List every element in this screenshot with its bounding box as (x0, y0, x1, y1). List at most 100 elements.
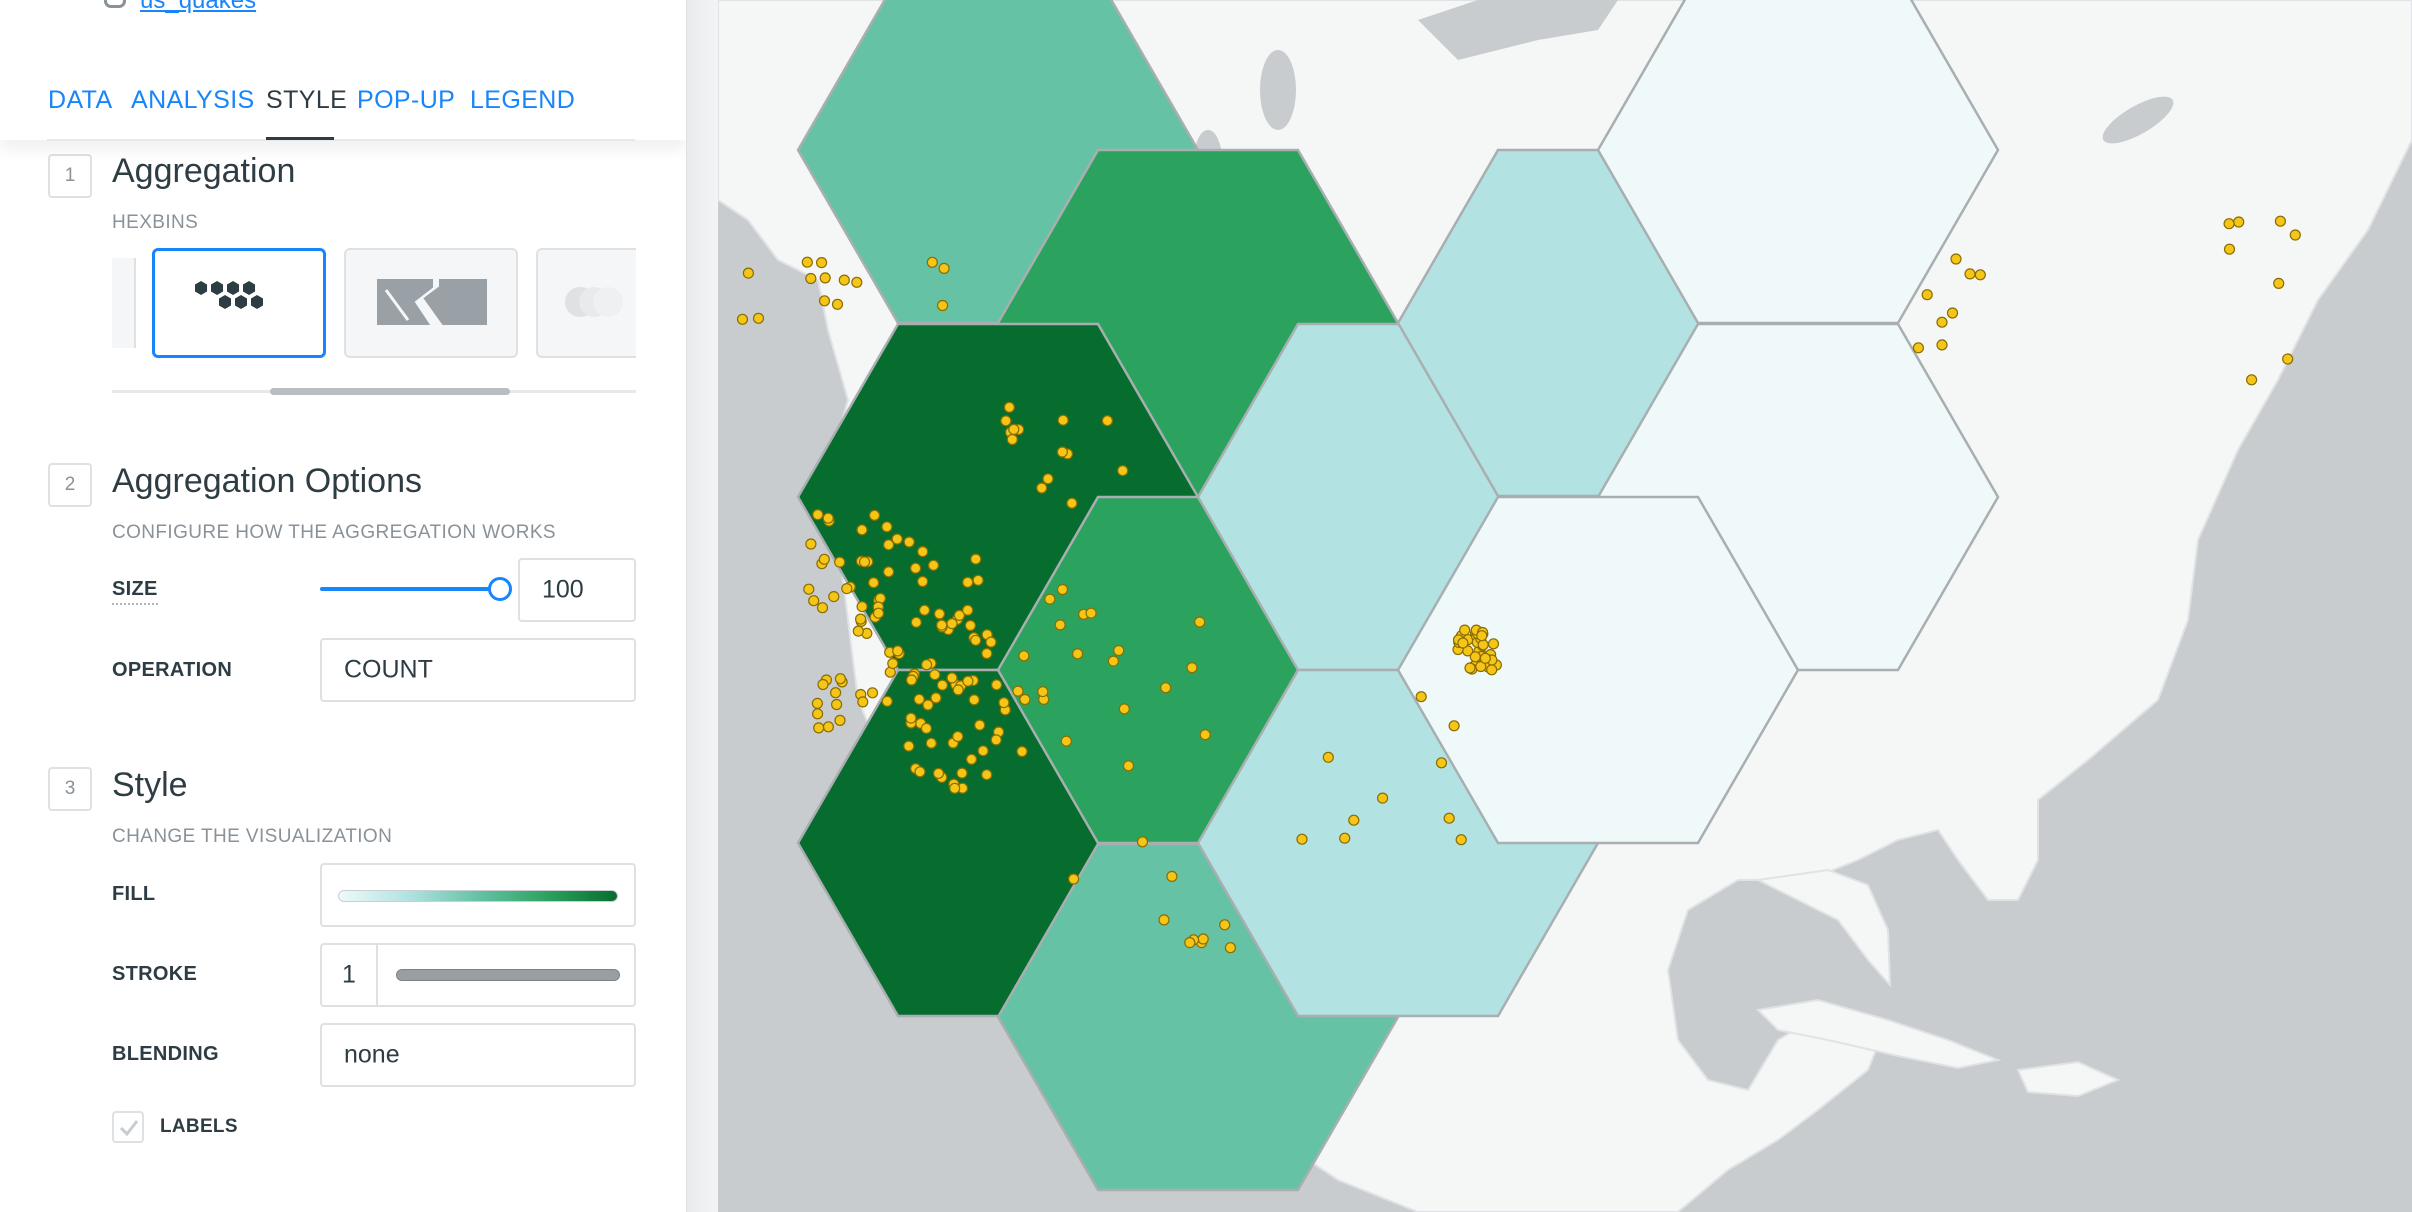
earthquake-point[interactable] (1056, 446, 1068, 458)
earthquake-point[interactable] (736, 313, 749, 325)
earthquake-point[interactable] (812, 508, 824, 521)
earthquake-point[interactable] (851, 276, 863, 288)
earthquake-point[interactable] (872, 607, 885, 619)
earthquake-point[interactable] (1054, 619, 1066, 631)
earthquake-point[interactable] (932, 767, 945, 780)
earthquake-point[interactable] (1068, 873, 1080, 885)
aggregation-hexbins-option[interactable] (152, 248, 326, 358)
earthquake-point[interactable] (2223, 243, 2236, 255)
aggregation-regions-option[interactable] (344, 248, 518, 358)
earthquake-point[interactable] (1008, 423, 1020, 435)
earthquake-point[interactable] (920, 722, 932, 735)
earthquake-point[interactable] (1448, 720, 1460, 732)
earthquake-point[interactable] (1044, 593, 1056, 605)
earthquake-point[interactable] (1107, 655, 1119, 667)
earthquake-point[interactable] (881, 695, 893, 707)
earthquake-point[interactable] (1486, 664, 1498, 676)
earthquake-point[interactable] (917, 545, 929, 558)
earthquake-point[interactable] (977, 745, 989, 757)
earthquake-point[interactable] (831, 298, 844, 310)
map-canvas[interactable] (718, 0, 2412, 1212)
earthquake-point[interactable] (991, 679, 1003, 691)
earthquake-point[interactable] (917, 575, 929, 588)
earthquake-point[interactable] (914, 766, 926, 778)
earthquake-point[interactable] (856, 524, 868, 536)
size-input[interactable]: 100 (518, 558, 636, 622)
earthquake-point[interactable] (892, 645, 904, 657)
earthquake-point[interactable] (830, 698, 843, 711)
earthquake-point[interactable] (998, 696, 1010, 709)
earthquake-point[interactable] (1946, 307, 1959, 319)
earthquake-point[interactable] (841, 582, 853, 595)
earthquake-point[interactable] (1950, 253, 1962, 265)
earthquake-point[interactable] (1085, 607, 1097, 619)
earthquake-point[interactable] (834, 556, 846, 568)
earthquake-point[interactable] (962, 604, 974, 616)
earthquake-point[interactable] (856, 600, 868, 613)
earthquake-point[interactable] (1012, 685, 1024, 697)
earthquake-point[interactable] (891, 533, 903, 545)
earthquake-point[interactable] (1018, 650, 1030, 662)
tab-popup[interactable]: POP-UP (357, 86, 456, 114)
earthquake-point[interactable] (936, 619, 948, 631)
earthquake-point[interactable] (2289, 229, 2301, 241)
earthquake-point[interactable] (1464, 662, 1476, 674)
earthquake-point[interactable] (855, 613, 867, 625)
earthquake-point[interactable] (981, 647, 993, 660)
earthquake-point[interactable] (970, 634, 982, 646)
earthquake-point[interactable] (962, 675, 974, 687)
tab-data[interactable]: DATA (48, 86, 113, 114)
earthquake-point[interactable] (949, 782, 961, 794)
earthquake-point[interactable] (801, 256, 813, 268)
earthquake-point[interactable] (1921, 289, 1933, 301)
earthquake-point[interactable] (1469, 651, 1481, 663)
earthquake-point[interactable] (952, 684, 964, 696)
earthquake-point[interactable] (952, 730, 964, 743)
panel-collapse-edge[interactable] (686, 0, 718, 1212)
earthquake-point[interactable] (1974, 269, 1986, 281)
earthquake-point[interactable] (852, 625, 864, 637)
tab-style[interactable]: STYLE (266, 86, 348, 114)
blending-select[interactable]: none (320, 1023, 636, 1087)
stroke-color-preview[interactable] (396, 969, 620, 981)
earthquake-point[interactable] (974, 719, 986, 731)
earthquake-point[interactable] (1000, 415, 1012, 427)
earthquake-point[interactable] (819, 272, 831, 284)
earthquake-point[interactable] (1912, 342, 1925, 354)
hexbin-cell[interactable] (1396, 495, 1800, 845)
earthquake-point[interactable] (829, 687, 842, 699)
size-slider-track[interactable] (320, 587, 500, 591)
earthquake-point[interactable] (1016, 745, 1028, 758)
earthquake-point[interactable] (1936, 339, 1948, 351)
earthquake-point[interactable] (803, 583, 815, 595)
fill-color-ramp-picker[interactable] (320, 863, 636, 927)
earthquake-point[interactable] (953, 609, 965, 622)
carousel-scrollbar[interactable] (270, 388, 510, 395)
earthquake-point[interactable] (868, 509, 881, 521)
earthquake-point[interactable] (1117, 465, 1129, 477)
earthquake-point[interactable] (811, 697, 824, 710)
earthquake-point[interactable] (822, 721, 835, 733)
earthquake-point[interactable] (818, 553, 830, 565)
earthquake-point[interactable] (1415, 691, 1427, 703)
earthquake-point[interactable] (822, 512, 834, 524)
earthquake-point[interactable] (805, 272, 817, 285)
earthquake-point[interactable] (1339, 832, 1351, 844)
earthquake-point[interactable] (905, 712, 917, 724)
earthquake-point[interactable] (938, 262, 950, 274)
earthquake-point[interactable] (1936, 316, 1948, 328)
earthquake-point[interactable] (813, 722, 825, 734)
earthquake-point[interactable] (930, 692, 942, 704)
earthquake-point[interactable] (1019, 693, 1031, 706)
earthquake-point[interactable] (883, 566, 895, 578)
earthquake-point[interactable] (1056, 583, 1069, 596)
earthquake-point[interactable] (1964, 268, 1976, 280)
earthquake-point[interactable] (968, 694, 980, 706)
earthquake-point[interactable] (1435, 757, 1448, 769)
earthquake-point[interactable] (1224, 942, 1237, 954)
earthquake-point[interactable] (956, 767, 968, 779)
earthquake-point[interactable] (1072, 648, 1084, 660)
earthquake-point[interactable] (883, 539, 895, 551)
earthquake-point[interactable] (1197, 933, 1209, 945)
earthquake-point[interactable] (1166, 870, 1178, 883)
